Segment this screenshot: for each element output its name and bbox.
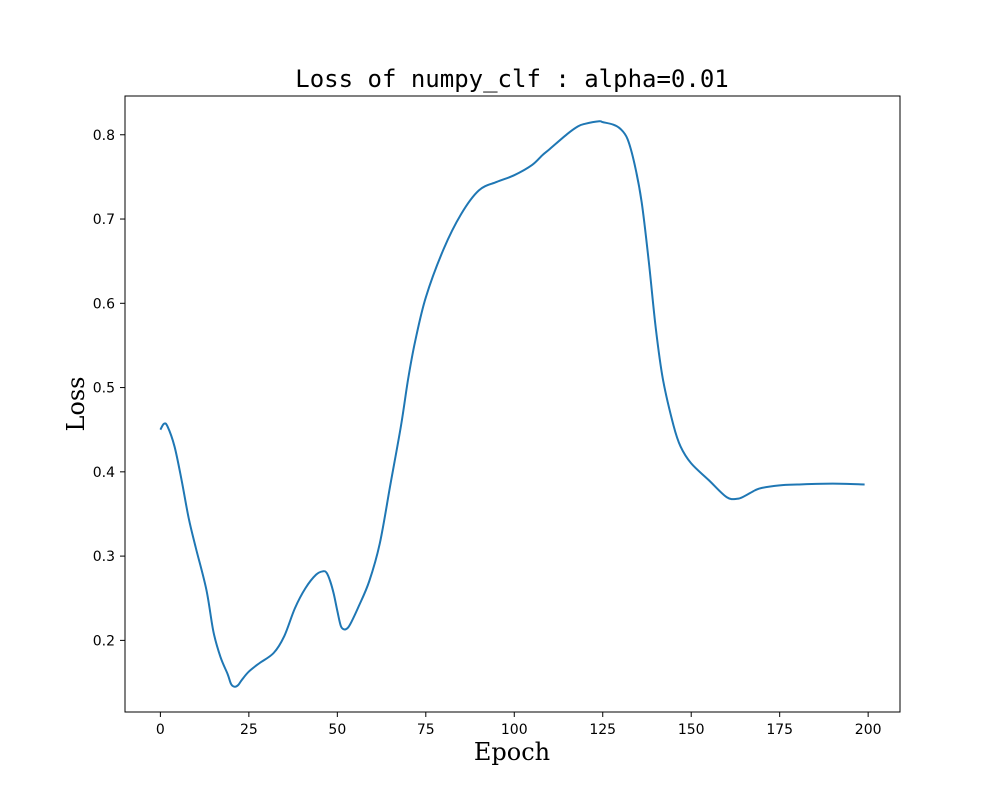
x-axis: 0 25 50 75 100 125 150 175 200 xyxy=(156,712,882,738)
chart-title: Loss of numpy_clf : alpha=0.01 xyxy=(295,65,728,93)
x-axis-label: Epoch xyxy=(474,738,550,766)
plot-area xyxy=(159,120,865,688)
y-tick-label: 0.2 xyxy=(93,633,115,649)
y-axis: 0.2 0.3 0.4 0.5 0.6 0.7 0.8 xyxy=(93,128,125,649)
y-tick-label: 0.5 xyxy=(93,381,115,397)
loss-series-line xyxy=(159,120,865,688)
y-tick-label: 0.7 xyxy=(93,212,115,228)
x-tick-label: 100 xyxy=(501,722,528,738)
x-tick-label: 0 xyxy=(156,722,165,738)
y-axis-label: Loss xyxy=(62,376,90,431)
plot-frame xyxy=(124,95,901,713)
x-tick-label: 125 xyxy=(589,722,616,738)
y-tick-label: 0.3 xyxy=(93,549,115,565)
y-tick-label: 0.8 xyxy=(93,128,115,144)
y-tick-label: 0.4 xyxy=(93,465,115,481)
x-tick-label: 175 xyxy=(766,722,793,738)
y-tick-label: 0.6 xyxy=(93,296,115,312)
x-tick-label: 200 xyxy=(855,722,882,738)
x-tick-label: 50 xyxy=(328,722,346,738)
x-tick-label: 25 xyxy=(240,722,258,738)
x-tick-label: 75 xyxy=(417,722,435,738)
x-tick-label: 150 xyxy=(678,722,705,738)
